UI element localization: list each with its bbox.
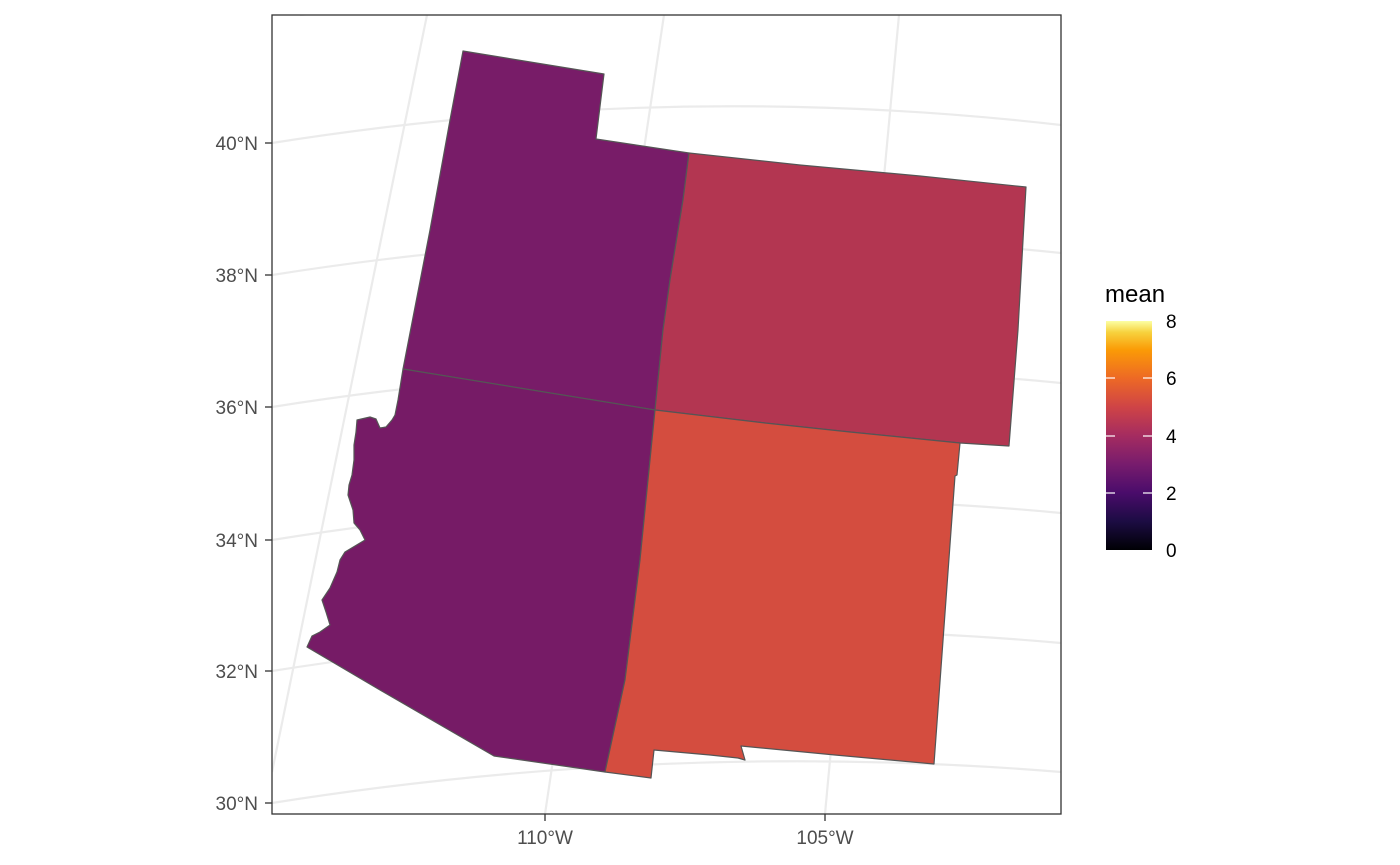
x-axis-label-105w: 105°W bbox=[796, 828, 853, 849]
y-axis-label-32n: 32°N bbox=[216, 662, 258, 683]
y-axis-label-36n: 36°N bbox=[216, 398, 258, 419]
legend-tick-label-2: 2 bbox=[1166, 484, 1177, 505]
y-axis: 40°N 38°N 36°N 34°N 32°N 30°N bbox=[216, 134, 272, 815]
states-layer bbox=[306, 50, 1027, 779]
y-axis-label-34n: 34°N bbox=[216, 531, 258, 552]
graticule-meridian-100w bbox=[1059, 283, 1061, 300]
legend-tick-label-8: 8 bbox=[1166, 312, 1177, 333]
graticule-parallel-42n bbox=[300, 15, 314, 17]
state-new-mexico[interactable] bbox=[604, 409, 961, 779]
y-axis-label-38n: 38°N bbox=[216, 266, 258, 287]
legend: mean 8 6 4 2 0 bbox=[1105, 281, 1177, 562]
graticule-meridian-115w bbox=[272, 15, 429, 773]
state-arizona[interactable] bbox=[306, 368, 656, 773]
legend-colorbar-ticks bbox=[1106, 377, 1152, 494]
x-axis-label-110w: 110°W bbox=[517, 828, 573, 849]
map-panel-border bbox=[271, 14, 1062, 815]
x-axis: 110°W 105°W bbox=[517, 814, 854, 849]
legend-tick-label-4: 4 bbox=[1166, 427, 1177, 448]
graticule-parallel-40n bbox=[272, 105, 1061, 145]
y-axis-label-30n: 30°N bbox=[216, 794, 258, 815]
y-axis-label-40n: 40°N bbox=[216, 134, 258, 155]
state-colorado[interactable] bbox=[654, 152, 1027, 447]
legend-tick-label-0: 0 bbox=[1166, 541, 1177, 562]
graticule-parallel-30n bbox=[272, 760, 1061, 805]
legend-tick-label-6: 6 bbox=[1166, 369, 1177, 390]
legend-title: mean bbox=[1105, 281, 1165, 308]
